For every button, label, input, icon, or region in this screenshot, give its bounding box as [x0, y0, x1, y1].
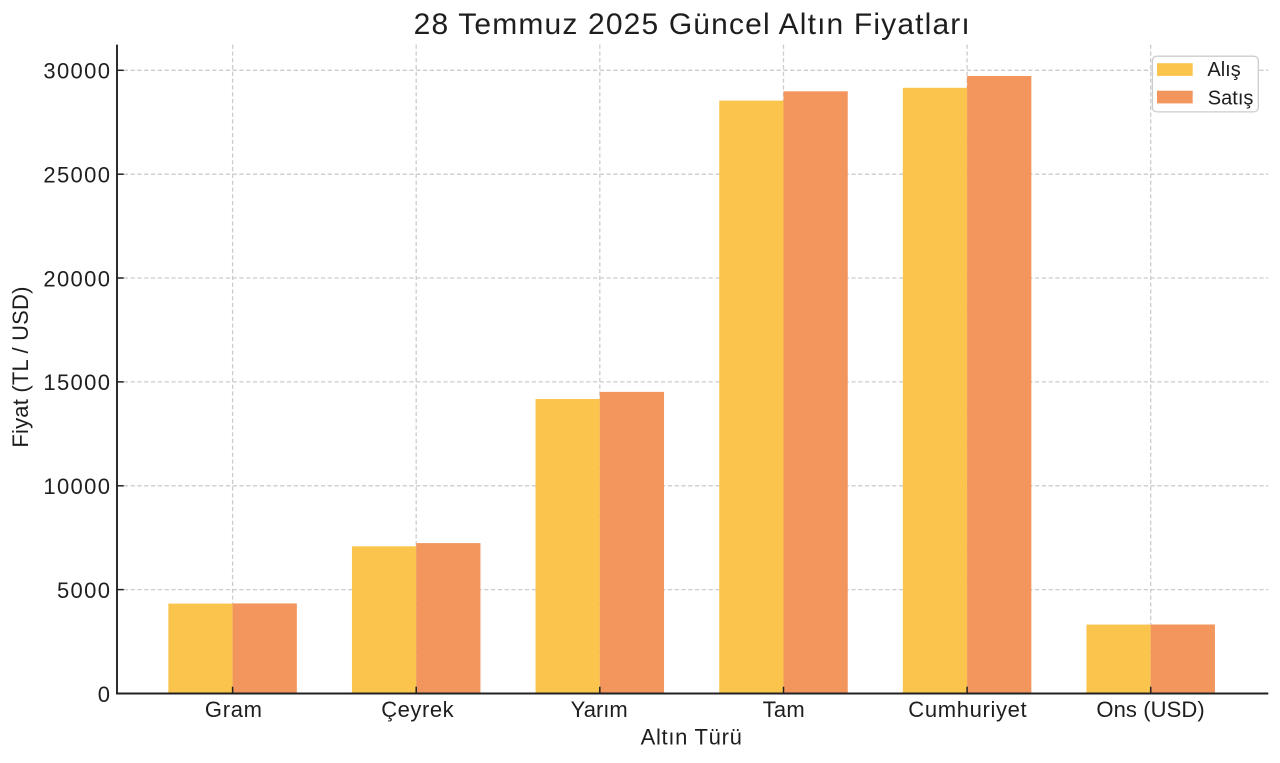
svg-text:5000: 5000 [57, 578, 111, 603]
svg-text:Cumhuriyet: Cumhuriyet [908, 697, 1027, 722]
svg-text:20000: 20000 [43, 266, 111, 291]
svg-text:28 Temmuz 2025 Güncel Altın Fi: 28 Temmuz 2025 Güncel Altın Fiyatları [414, 8, 971, 41]
svg-text:Gram: Gram [205, 697, 263, 722]
svg-text:15000: 15000 [43, 370, 111, 395]
svg-text:25000: 25000 [43, 163, 111, 188]
svg-text:Satış: Satış [1208, 87, 1254, 109]
svg-text:Tam: Tam [763, 697, 805, 722]
svg-text:Yarım: Yarım [571, 697, 628, 722]
svg-text:0: 0 [98, 682, 112, 707]
svg-text:30000: 30000 [43, 59, 111, 84]
svg-text:10000: 10000 [43, 474, 111, 499]
svg-text:Altın Türü: Altın Türü [641, 725, 743, 750]
svg-text:Alış: Alış [1207, 59, 1240, 81]
svg-text:Çeyrek: Çeyrek [381, 697, 454, 722]
svg-text:Ons (USD): Ons (USD) [1096, 697, 1204, 722]
svg-text:Fiyat (TL / USD): Fiyat (TL / USD) [8, 286, 33, 447]
